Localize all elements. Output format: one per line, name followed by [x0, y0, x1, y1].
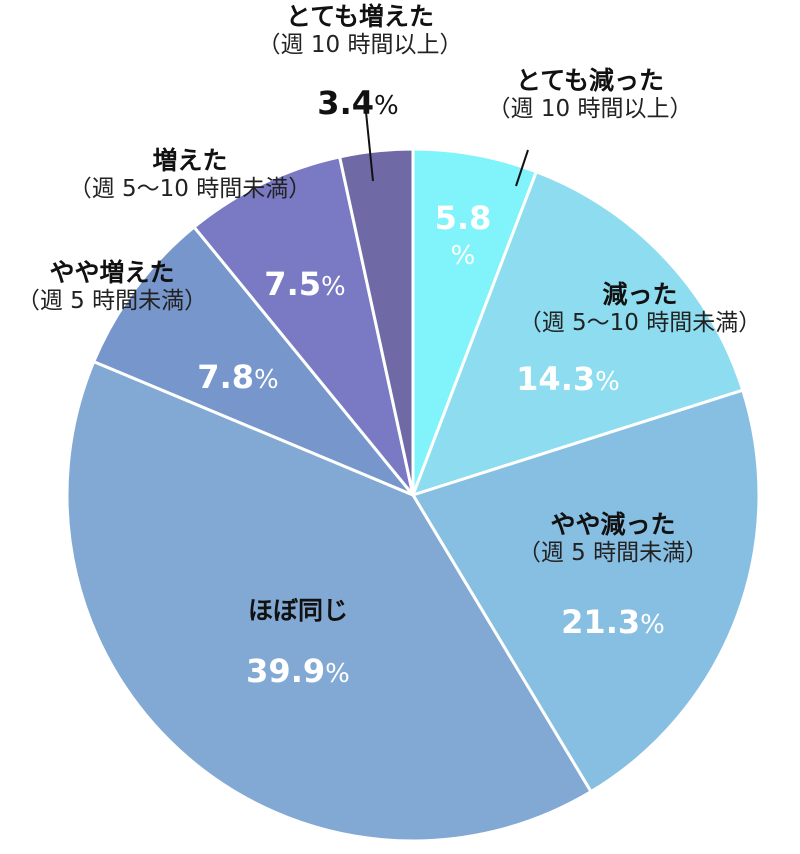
slice-name: ほぼ同じ — [247, 596, 349, 625]
slice-sub: （週 5 時間未満） — [16, 288, 208, 314]
slice-label-very-decreased: とても減った （週 10 時間以上） — [488, 66, 693, 124]
value-number: 7.8 — [197, 358, 254, 396]
value-number: 5.8 — [434, 199, 492, 237]
slice-label-very-increased: とても増えた （週 10 時間以上） — [258, 2, 463, 60]
value-number: 14.3 — [516, 360, 596, 398]
pie-slice-1 — [411, 170, 745, 497]
slice-label-same: ほぼ同じ — [248, 596, 348, 626]
value-number: 7.5 — [264, 265, 321, 303]
slice-name: とても減った — [515, 66, 665, 95]
slice-sub: （週 10 時間以上） — [257, 32, 463, 58]
value-number: 3.4 — [317, 84, 374, 122]
pie-slice-0 — [411, 147, 538, 497]
pie-slice-3 — [65, 360, 593, 843]
leader-line-very-increased — [365, 111, 374, 182]
slice-label-slightly-decreased: やや減った （週 5 時間未満） — [518, 510, 708, 568]
pie-slice-6 — [338, 147, 415, 497]
slice-value-increased: 7.5% — [264, 265, 345, 303]
slice-name: とても増えた — [285, 2, 435, 31]
slice-name: 減った — [602, 280, 678, 309]
slice-name: やや減った — [550, 510, 676, 539]
slice-sub: （週 10 時間以上） — [487, 96, 693, 122]
value-unit: % — [640, 610, 665, 640]
slice-name: やや増えた — [49, 258, 175, 287]
slice-sub: （週 5～10 時間未満） — [68, 176, 312, 202]
slice-value-decreased: 14.3% — [516, 360, 620, 398]
value-unit: % — [320, 272, 346, 302]
value-unit: % — [253, 365, 279, 395]
value-unit: % — [325, 659, 350, 689]
slice-value-very-increased: 3.4% — [317, 84, 398, 122]
slice-label-slightly-increased: やや増えた （週 5 時間未満） — [17, 258, 207, 316]
value-number: 21.3 — [561, 603, 641, 641]
value-unit: % — [373, 91, 399, 121]
slice-value-slightly-increased: 7.8% — [197, 358, 278, 396]
slice-sub: （週 5～10 時間未満） — [518, 310, 762, 336]
pie-slice-4 — [92, 225, 415, 497]
pie-slice-2 — [411, 388, 761, 794]
pie-slice-5 — [192, 155, 415, 497]
slice-label-increased: 増えた （週 5～10 時間未満） — [69, 146, 312, 204]
slice-label-decreased: 減った （週 5～10 時間未満） — [519, 280, 762, 338]
slice-value-slightly-decreased: 21.3% — [561, 603, 665, 641]
value-unit: % — [595, 367, 620, 397]
value-number: 39.9 — [246, 652, 326, 690]
slice-value-very-decreased: 5.8 % — [435, 198, 492, 273]
leader-line-very-decreased — [515, 149, 529, 187]
value-unit: % — [450, 240, 476, 271]
slice-sub: （週 5 時間未満） — [517, 540, 709, 566]
slice-value-same: 39.9% — [246, 652, 350, 690]
slice-name: 増えた — [152, 146, 228, 175]
